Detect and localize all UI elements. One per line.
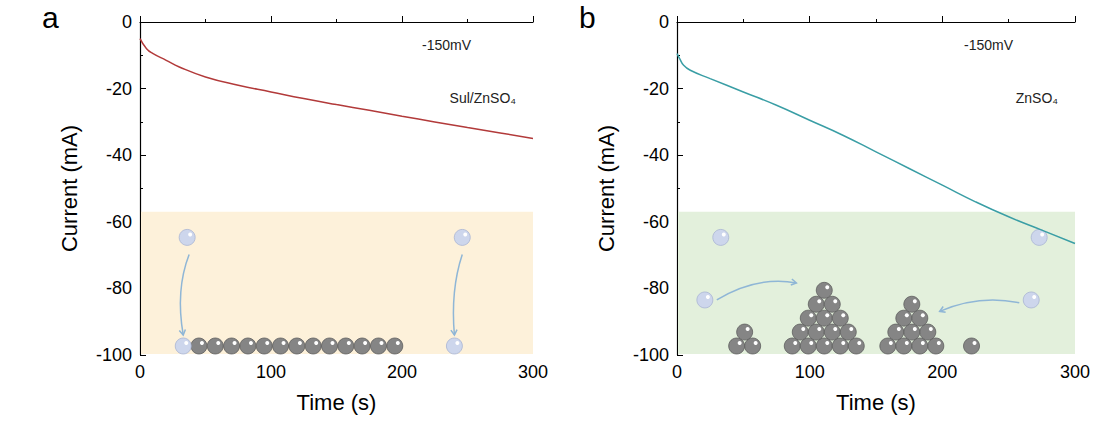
svg-text:300: 300 [518, 362, 548, 382]
svg-text:-100: -100 [633, 345, 669, 365]
svg-text:-150mV: -150mV [422, 37, 472, 53]
svg-text:100: 100 [256, 362, 286, 382]
svg-text:-80: -80 [106, 278, 132, 298]
svg-text:Time (s): Time (s) [297, 390, 377, 415]
svg-text:-20: -20 [106, 79, 132, 99]
svg-text:-60: -60 [106, 212, 132, 232]
svg-text:200: 200 [387, 362, 417, 382]
svg-text:Current (mA): Current (mA) [594, 125, 619, 252]
svg-text:-150mV: -150mV [964, 37, 1014, 53]
svg-text:300: 300 [1060, 362, 1090, 382]
svg-text:-20: -20 [643, 79, 669, 99]
svg-text:Time (s): Time (s) [836, 390, 916, 415]
svg-text:-40: -40 [643, 145, 669, 165]
svg-text:Current (mA): Current (mA) [57, 125, 82, 252]
svg-text:-100: -100 [96, 345, 132, 365]
svg-text:ZnSO₄: ZnSO₄ [1016, 90, 1059, 106]
svg-text:-60: -60 [643, 212, 669, 232]
svg-text:0: 0 [659, 12, 669, 32]
svg-text:Sul/ZnSO₄: Sul/ZnSO₄ [450, 90, 517, 106]
svg-text:200: 200 [927, 362, 957, 382]
svg-text:0: 0 [122, 12, 132, 32]
svg-text:b: b [579, 1, 596, 34]
svg-text:a: a [42, 1, 59, 34]
svg-text:0: 0 [135, 362, 145, 382]
svg-text:100: 100 [795, 362, 825, 382]
svg-text:0: 0 [672, 362, 682, 382]
svg-text:-80: -80 [643, 278, 669, 298]
svg-text:-40: -40 [106, 145, 132, 165]
